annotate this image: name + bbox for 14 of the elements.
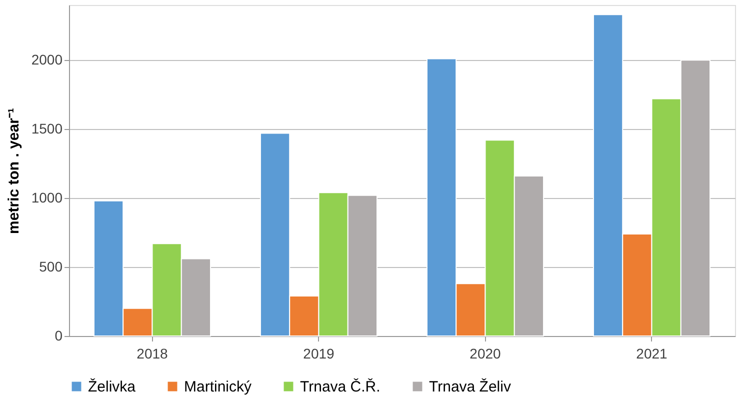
- y-tick-label: 500: [39, 258, 63, 275]
- x-tick-label: 2021: [636, 346, 668, 362]
- legend-label: Trnava Želiv: [429, 378, 512, 396]
- x-tick-label: 2020: [470, 346, 502, 362]
- x-tick-label: 2019: [303, 346, 335, 362]
- y-tick-label: 2000: [31, 52, 63, 68]
- legend-label: Želivka: [88, 378, 136, 396]
- legend-label: Trnava Č.Ř.: [300, 378, 380, 396]
- y-tick-label: 0: [54, 328, 63, 344]
- y-axis-title: metric ton . year⁻¹: [5, 108, 22, 234]
- legend-label: Martinický: [184, 378, 252, 396]
- y-tick-label: 1000: [31, 190, 63, 206]
- x-tick-label: 2018: [136, 346, 168, 362]
- y-tick-label: 1500: [31, 120, 63, 137]
